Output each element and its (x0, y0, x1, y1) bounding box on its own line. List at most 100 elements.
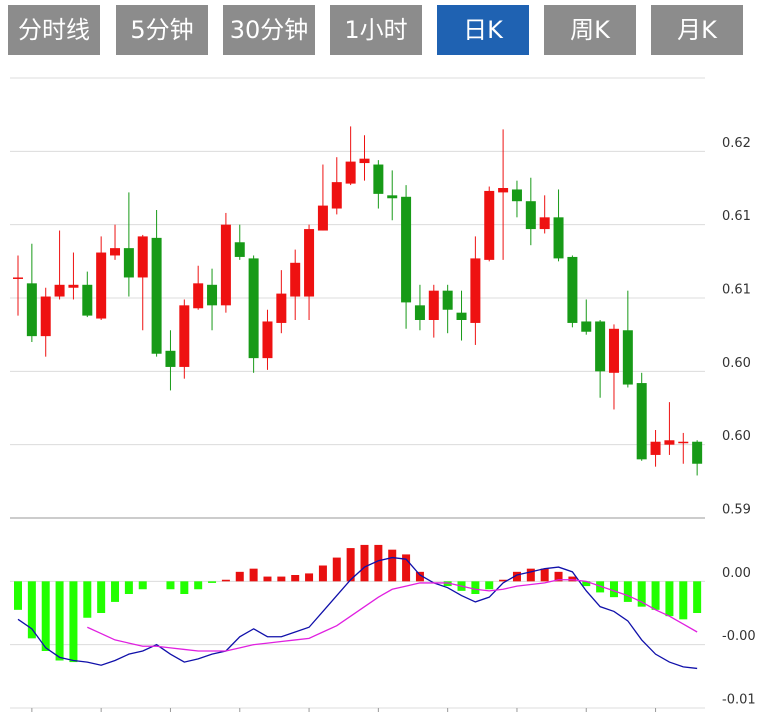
candle-body (40, 296, 51, 337)
macd-bar (651, 581, 660, 610)
candle-body (608, 328, 619, 373)
macd-bar (305, 573, 314, 582)
macd-bar (443, 581, 452, 587)
y-tick-label: 0.60 (722, 356, 751, 371)
candle-body (553, 217, 564, 259)
macd-bar (332, 557, 341, 582)
candle-body (137, 236, 148, 278)
candle-body (68, 284, 79, 288)
macd-bar (221, 579, 230, 582)
candle-body (96, 252, 107, 319)
candle-body (359, 158, 370, 164)
y-tick-label: 0.00 (722, 566, 751, 581)
candle-body (498, 188, 509, 193)
macd-bar (69, 581, 78, 663)
candle-body (595, 321, 606, 372)
y-tick-label: 0.59 (722, 503, 751, 518)
candle-body (484, 190, 495, 260)
candle-body (290, 262, 301, 297)
candle-body (442, 290, 453, 310)
candle-body (13, 277, 23, 279)
macd-bar (540, 568, 549, 582)
candle-body (317, 205, 328, 231)
macd-bar (693, 581, 702, 613)
candle-body (622, 330, 633, 385)
macd-bar (166, 581, 175, 590)
tab-bar: 分时线 5分钟 30分钟 1小时 日K 周K 月K (0, 0, 769, 60)
candle-body (179, 305, 190, 367)
candle-body (692, 441, 703, 464)
tab[interactable]: 周K (544, 5, 636, 55)
tab[interactable]: 月K (651, 5, 743, 55)
macd-bar (665, 581, 674, 617)
macd-bar (554, 571, 563, 582)
candle-body (511, 189, 522, 202)
y-tick-label: -0.01 (722, 693, 756, 708)
macd-bar (83, 581, 92, 618)
candle-body (165, 350, 176, 367)
candle-body (581, 321, 592, 332)
candle-body (220, 224, 231, 306)
candle-body (248, 258, 259, 359)
candle-body (110, 248, 121, 256)
candle-body (567, 256, 578, 323)
macd-bar (249, 568, 258, 582)
macd-bar (679, 581, 688, 620)
candle-body (54, 284, 65, 297)
candle-body (26, 283, 37, 337)
candle-body (262, 321, 273, 359)
candle-body (428, 290, 439, 320)
tab[interactable]: 日K (437, 5, 529, 55)
y-tick-label: 0.62 (722, 136, 751, 151)
candle-body (304, 229, 315, 297)
macd-bar (318, 565, 327, 582)
candle-body (401, 196, 412, 303)
macd-bar (596, 581, 605, 593)
macd-bar (124, 581, 133, 594)
macd-bar (402, 554, 411, 582)
tab[interactable]: 5分钟 (116, 5, 208, 55)
y-tick-label: 0.61 (722, 283, 751, 298)
macd-bar (180, 581, 189, 594)
macd-bar (499, 579, 508, 582)
candle-body (456, 312, 467, 320)
y-tick-label: -0.00 (722, 629, 756, 644)
candle-body (276, 293, 287, 323)
candle-body (525, 201, 536, 230)
tab[interactable]: 1小时 (330, 5, 422, 55)
candle-body (650, 441, 661, 455)
macd-bar (637, 581, 646, 607)
candle-body (82, 284, 93, 316)
macd-bar (512, 571, 521, 582)
y-tick-label: 0.61 (722, 209, 751, 224)
macd-bar (277, 576, 286, 582)
candle-body (151, 237, 162, 354)
macd-bar (41, 581, 50, 651)
macd-bar (471, 581, 480, 594)
candle-body (539, 217, 550, 230)
tab[interactable]: 分时线 (8, 5, 100, 55)
y-tick-label: 0.60 (722, 429, 751, 444)
macd-bar (346, 548, 355, 582)
candle-body (387, 195, 398, 199)
macd-line (17, 556, 698, 670)
candle-body (470, 258, 481, 323)
macd-bar (582, 581, 591, 587)
macd-line (87, 579, 698, 652)
candle-body (207, 284, 218, 306)
candle-body (123, 248, 134, 278)
candle-body (345, 161, 356, 184)
macd-bar (623, 581, 632, 602)
candle-body (193, 283, 204, 309)
macd-bar (263, 576, 272, 582)
macd-bar (291, 575, 300, 582)
tab[interactable]: 30分钟 (223, 5, 315, 55)
macd-bar (27, 581, 36, 639)
macd-bar (55, 581, 64, 661)
macd-bar (415, 571, 424, 582)
macd-bar (97, 581, 106, 613)
candle-body (414, 305, 425, 320)
macd-bar (609, 581, 618, 598)
